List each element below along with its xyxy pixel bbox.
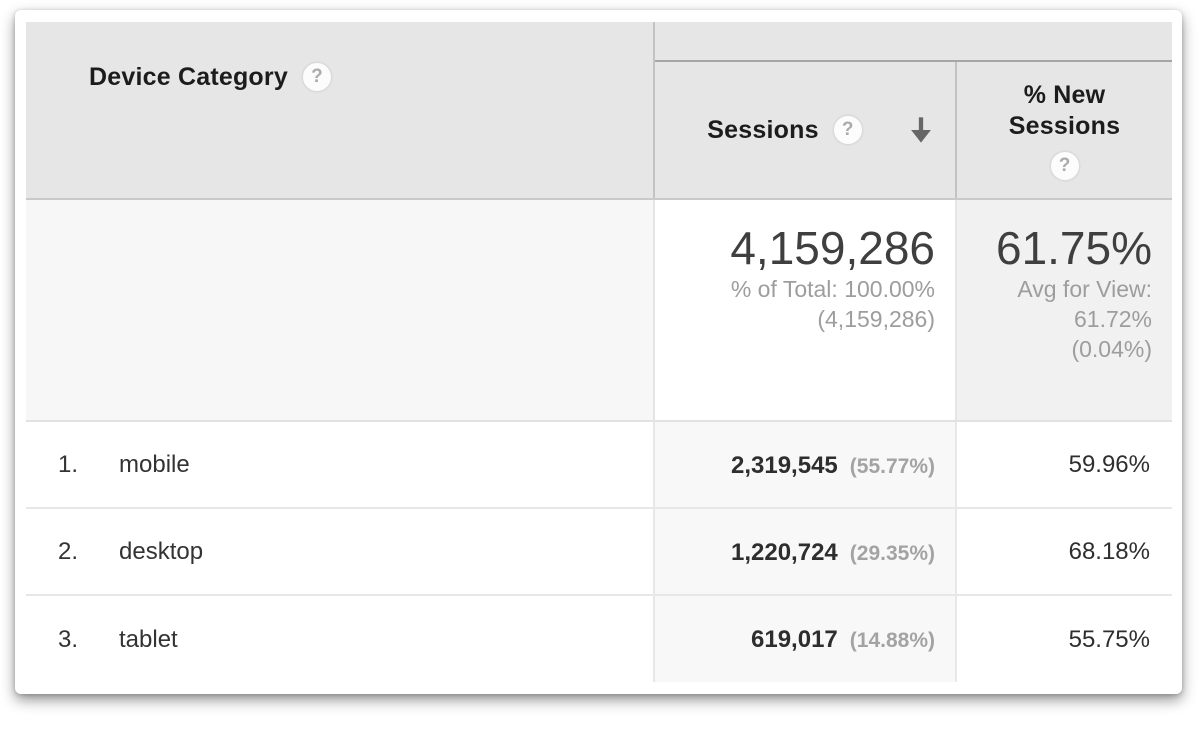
totals-percent-new-sessions-cell: 61.75% Avg for View: 61.72% (0.04%) [957, 200, 1172, 420]
sessions-share: (29.35%) [849, 542, 935, 565]
totals-dimension-cell [26, 200, 655, 420]
sessions-total-value: 4,159,286 [730, 222, 935, 274]
sessions-share: (14.88%) [849, 629, 935, 652]
sessions-percent-of-total: % of Total: 100.00% [730, 276, 935, 302]
percent-new-sessions-total-value: 61.75% [995, 222, 1152, 274]
row-rank: 2. [58, 537, 79, 565]
sessions-value: 2,319,545 [731, 452, 838, 479]
device-category-report-table: Device Category ? Sessions ? [26, 22, 1172, 682]
row-rank: 1. [58, 450, 79, 478]
percent-new-sessions-value: 55.75% [1068, 625, 1150, 653]
metric-group-strip [655, 22, 1172, 62]
sessions-total-absolute: (4,159,286) [817, 306, 935, 332]
device-category-header[interactable]: Device Category ? [26, 22, 655, 198]
percent-new-sessions-avg-value: 61.72% [1073, 306, 1152, 332]
table-row: 2. desktop 1,220,724 (29.35%) 68.18% [26, 509, 1172, 596]
sessions-header-label: Sessions [707, 115, 819, 144]
percent-new-sessions-value: 68.18% [1068, 537, 1150, 565]
percent-new-sessions-value: 59.96% [1068, 450, 1150, 478]
sort-descending-icon [911, 117, 931, 143]
totals-row: 4,159,286 % of Total: 100.00% (4,159,286… [26, 200, 1172, 422]
table-row: 1. mobile 2,319,545 (55.77%) 59.96% [26, 422, 1172, 509]
table-row: 3. tablet 619,017 (14.88%) 55.75% [26, 596, 1172, 682]
help-icon[interactable]: ? [1049, 150, 1080, 181]
device-category-header-label: Device Category [89, 62, 288, 91]
percent-new-sessions-header[interactable]: % New Sessions ? [957, 62, 1172, 198]
help-icon[interactable]: ? [301, 62, 332, 92]
metric-headers: Sessions ? % New Sessions ? [655, 22, 1172, 198]
percent-new-sessions-avg-label: Avg for View: [1017, 276, 1152, 302]
sessions-value: 619,017 [751, 626, 838, 653]
device-label: mobile [119, 450, 190, 478]
device-label: desktop [119, 537, 204, 565]
percent-new-sessions-delta: (0.04%) [1071, 336, 1152, 362]
device-label: tablet [119, 625, 178, 653]
help-icon[interactable]: ? [832, 115, 863, 145]
row-rank: 3. [58, 625, 79, 653]
sessions-share: (55.77%) [849, 455, 935, 478]
percent-new-sessions-header-label: % New Sessions [1008, 80, 1121, 140]
sessions-value: 1,220,724 [731, 539, 838, 566]
sessions-header[interactable]: Sessions ? [655, 62, 957, 198]
report-card: Device Category ? Sessions ? [15, 10, 1182, 694]
totals-sessions-cell: 4,159,286 % of Total: 100.00% (4,159,286… [655, 200, 957, 420]
table-header-row: Device Category ? Sessions ? [26, 22, 1172, 200]
